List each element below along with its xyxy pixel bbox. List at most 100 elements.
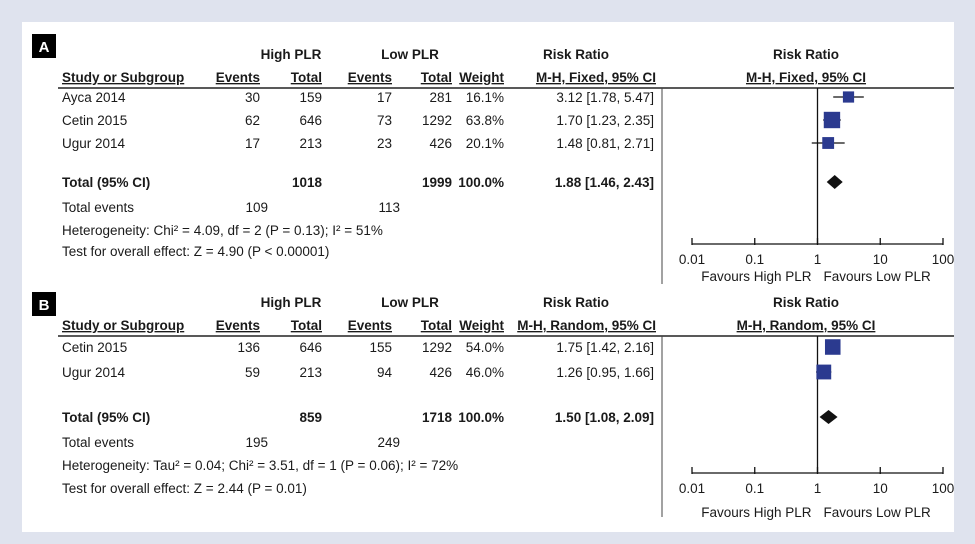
panel-a-study-weight: 16.1%: [466, 90, 504, 105]
panel-a-study-events2: 73: [377, 113, 392, 128]
panel-a-label-box: [32, 34, 56, 58]
panel-a-study-total2: 1292: [422, 113, 452, 128]
panel-a-study-events2: 23: [377, 136, 392, 151]
panel-b-total-total2: 1718: [422, 410, 453, 425]
panel-b-group1-header: High PLR: [261, 295, 322, 310]
panel-a-total2-header: Total: [421, 70, 452, 85]
panel-a-study-name: Cetin 2015: [62, 113, 127, 128]
panel-a-plot-method-header: M-H, Fixed, 95% CI: [746, 70, 866, 85]
forest-plot-b-svg: B High PLR Low PLR Risk Ratio Risk Ratio Stud…: [32, 292, 954, 520]
panel-a-label: A: [39, 39, 50, 56]
panel-a-total-total1: 1018: [292, 175, 323, 190]
panel-b-study-events1: 136: [237, 340, 260, 355]
panel-b-total1-header: Total: [291, 318, 322, 333]
panel-a-events2-header: Events: [348, 70, 392, 85]
panel-b-events2-header: Events: [348, 318, 392, 333]
panel-a-total-events-label: Total events: [62, 200, 134, 215]
panel-a-study-col-header: Study or Subgroup: [62, 70, 184, 85]
panel-a-study-marker: [823, 111, 841, 129]
panel-b-study-weight: 54.0%: [466, 340, 504, 355]
panel-a-total-label: Total (95% CI): [62, 175, 150, 190]
panel-b-study-ci: 1.75 [1.42, 2.16]: [556, 340, 654, 355]
panel-b-favours-right-label: Favours Low PLR: [824, 505, 932, 520]
panel-a-x-tick-label: 1: [814, 252, 822, 267]
panel-a-x-tick-label: 100: [932, 252, 954, 267]
panel-b-total-events1: 195: [245, 435, 268, 450]
panel-b-study-total1: 646: [299, 340, 322, 355]
panel-b-events1-header: Events: [216, 318, 260, 333]
panel-a-effect-header: Risk Ratio: [543, 47, 609, 62]
panel-b-study-name: Cetin 2015: [62, 340, 127, 355]
panel-b-plot-method-header: M-H, Random, 95% CI: [737, 318, 876, 333]
panel-a-study-ci: 1.48 [0.81, 2.71]: [556, 136, 654, 151]
panel-a-favours-right-label: Favours Low PLR: [824, 269, 932, 284]
panel-b-label-box: [32, 292, 56, 316]
panel-a-weight-header: Weight: [459, 70, 504, 85]
panel-b-study-events1: 59: [245, 365, 260, 380]
panel-a-study-total2: 426: [429, 136, 452, 151]
panel-a-group2-header: Low PLR: [381, 47, 439, 62]
panel-b-x-tick-label: 1: [814, 481, 822, 496]
panel-a-study-ci: 3.12 [1.78, 5.47]: [556, 90, 654, 105]
panel-a-total-events2: 113: [378, 200, 400, 215]
panel-a-overall-effect-text: Test for overall effect: Z = 4.90 (P < 0…: [62, 244, 329, 259]
panel-a-group1-header: High PLR: [261, 47, 322, 62]
panel-b-study-total1: 213: [299, 365, 322, 380]
forest-plot-a-svg: A High PLR Low PLR Risk Ratio Risk Ratio Stud…: [32, 34, 954, 284]
panel-b-study-events2: 94: [377, 365, 393, 380]
panel-b-total2-header: Total: [421, 318, 452, 333]
panel-a-favours-left-label: Favours High PLR: [701, 269, 812, 284]
panel-b-heterogeneity-text: Heterogeneity: Tau² = 0.04; Chi² = 3.51,…: [62, 458, 458, 473]
panel-b-total-weight: 100.0%: [458, 410, 504, 425]
panel-a-study-ci: 1.70 [1.23, 2.35]: [556, 113, 654, 128]
panel-a-events1-header: Events: [216, 70, 260, 85]
panel-b-overall-effect-text: Test for overall effect: Z = 2.44 (P = 0…: [62, 481, 307, 496]
panel-a-method-header: M-H, Fixed, 95% CI: [536, 70, 656, 85]
panel-a-study-total1: 159: [299, 90, 322, 105]
forest-plot-b: B High PLR Low PLR Risk Ratio Risk Ratio Stud…: [22, 292, 954, 532]
panel-a-x-tick-label: 0.1: [745, 252, 764, 267]
panel-b-effect-header: Risk Ratio: [543, 295, 609, 310]
forest-plot-a: A High PLR Low PLR Risk Ratio Risk Ratio Stud…: [22, 22, 954, 284]
panel-a-heterogeneity-text: Heterogeneity: Chi² = 4.09, df = 2 (P = …: [62, 223, 383, 238]
panel-a-study-marker: [842, 91, 855, 103]
figure-frame: [22, 22, 954, 532]
panel-a-study-weight: 20.1%: [466, 136, 504, 151]
panel-a-study-total2: 281: [429, 90, 452, 105]
panel-a-study-total1: 213: [299, 136, 322, 151]
panel-b-study-marker: [824, 339, 841, 355]
panel-a-total1-header: Total: [291, 70, 322, 85]
panel-b-total-label: Total (95% CI): [62, 410, 150, 425]
panel-a-study-events2: 17: [377, 90, 392, 105]
panel-b-x-tick-label: 10: [873, 481, 888, 496]
panel-a-x-tick-label: 10: [873, 252, 888, 267]
panel-b-study-events2: 155: [369, 340, 392, 355]
panel-b-study-total2: 426: [429, 365, 452, 380]
panel-a-study-total1: 646: [299, 113, 322, 128]
panel-a-study-events1: 62: [245, 113, 260, 128]
panel-b-group2-header: Low PLR: [381, 295, 439, 310]
panel-b-total-diamond: [819, 410, 838, 424]
panel-b-study-marker: [816, 364, 832, 380]
panel-a-study-events1: 30: [245, 90, 260, 105]
panel-b-plot-title: Risk Ratio: [773, 295, 839, 310]
panel-b-method-header: M-H, Random, 95% CI: [517, 318, 656, 333]
panel-b-total-total1: 859: [299, 410, 322, 425]
panel-a-x-tick-label: 0.01: [679, 252, 705, 267]
panel-b-x-tick-label: 100: [932, 481, 954, 496]
panel-a-total-weight: 100.0%: [458, 175, 504, 190]
panel-b-x-tick-label: 0.1: [745, 481, 764, 496]
panel-b-label: B: [39, 297, 50, 314]
panel-b-x-tick-label: 0.01: [679, 481, 705, 496]
panel-b-study-col-header: Study or Subgroup: [62, 318, 184, 333]
panel-b-favours-left-label: Favours High PLR: [701, 505, 812, 520]
panel-b-study-ci: 1.26 [0.95, 1.66]: [556, 365, 654, 380]
panel-a-total-events1: 109: [245, 200, 268, 215]
panel-a-total-diamond: [826, 175, 843, 189]
panel-b-total-events-label: Total events: [62, 435, 134, 450]
panel-a-study-weight: 63.8%: [466, 113, 504, 128]
panel-b-total-events2: 249: [377, 435, 400, 450]
panel-a-study-events1: 17: [245, 136, 260, 151]
panel-a-study-marker: [822, 137, 835, 149]
panel-b-total-ci: 1.50 [1.08, 2.09]: [555, 410, 654, 425]
